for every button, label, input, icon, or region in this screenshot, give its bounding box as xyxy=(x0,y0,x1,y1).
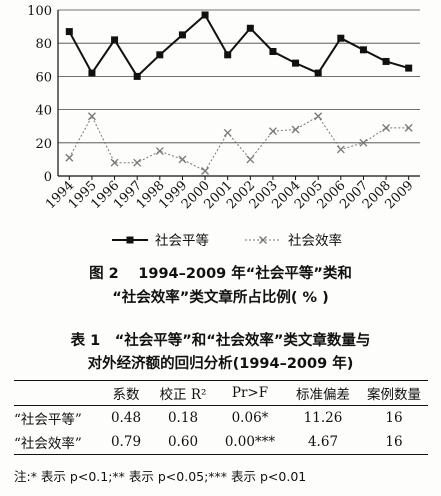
x-marker-stroke xyxy=(87,112,96,121)
y-tick-label: 60 xyxy=(35,70,52,85)
x-marker-stroke xyxy=(314,112,323,121)
y-tick-label: 80 xyxy=(35,37,52,52)
legend-item-social-efficiency: 社会效率 xyxy=(245,232,342,249)
data-point-square xyxy=(133,72,141,80)
series-lines xyxy=(68,13,409,172)
data-point-square xyxy=(111,36,119,44)
x-marker-stroke xyxy=(268,127,277,136)
data-point-square xyxy=(88,69,96,77)
data-point-x xyxy=(336,145,345,154)
x-marker-stroke xyxy=(382,123,391,132)
table-header-row: 系数 校正 R² Pr>F 标准偏差 案例数量 xyxy=(14,380,428,406)
header-cell: 校正 R² xyxy=(159,387,207,403)
table-cell: 0.18 xyxy=(167,410,199,426)
table-cell: 11.26 xyxy=(303,410,343,426)
legend-marker-square xyxy=(126,236,134,244)
data-point-square xyxy=(201,11,209,19)
table-cell: 16 xyxy=(385,434,403,450)
data-point-x xyxy=(246,155,255,164)
y-tick-label: 100 xyxy=(27,4,52,19)
x-tick-labels: 1994199519961997199819992000200120022003… xyxy=(43,178,416,212)
regression-table: 系数 校正 R² Pr>F 标准偏差 案例数量 “社会平等” 0.48 0.18… xyxy=(14,380,428,455)
y-tick-label: 20 xyxy=(35,137,52,152)
table-cell: 4.67 xyxy=(307,434,339,450)
legend-label: 社会效率 xyxy=(288,232,342,249)
data-point-x xyxy=(87,112,96,121)
data-point-x xyxy=(65,153,74,162)
data-point-square xyxy=(337,34,345,42)
table-cell: 0.06* xyxy=(231,410,269,426)
x-marker-stroke xyxy=(65,153,74,162)
table-cell: 0.79 xyxy=(110,434,142,450)
table-caption-line-1: 表 1 “社会平等”和“社会效率”类文章数量与 xyxy=(70,333,371,349)
table-cell: 0.60 xyxy=(167,434,199,450)
grid-lines xyxy=(58,9,420,144)
x-marker-stroke xyxy=(155,147,164,156)
table-row: “社会平等” 0.48 0.18 0.06* 11.26 16 xyxy=(14,406,428,431)
x-marker-stroke xyxy=(336,145,345,154)
header-cell: Pr>F xyxy=(231,385,269,401)
table-caption-line-2: 对外经济额的回归分析(1994–2009 年) xyxy=(87,356,354,372)
data-point-square xyxy=(382,57,390,65)
legend-marker-x xyxy=(259,236,267,244)
table-cell: “社会效率” xyxy=(14,436,82,452)
x-marker-stroke xyxy=(291,125,300,134)
data-point-square xyxy=(359,46,367,54)
header-cell xyxy=(14,381,100,406)
legend-item-social-equality: 社会平等 xyxy=(112,232,209,249)
data-point-x xyxy=(382,123,391,132)
data-point-x xyxy=(201,167,210,175)
table-note: 注:* 表示 p<0.1;** 表示 p<0.05;*** 表示 p<0.01 xyxy=(14,469,307,484)
axes xyxy=(57,10,420,180)
y-tick-label: 0 xyxy=(44,170,52,185)
data-point-square xyxy=(405,64,413,72)
series-line-social-efficiency xyxy=(68,115,409,172)
data-point-square xyxy=(224,51,232,59)
data-point-square xyxy=(314,69,322,77)
data-point-x xyxy=(359,138,368,147)
data-point-x xyxy=(110,158,119,167)
data-point-square xyxy=(292,59,300,67)
legend: 社会平等 社会效率 xyxy=(112,232,342,249)
header-cell: 系数 xyxy=(112,387,140,403)
data-point-square xyxy=(156,51,164,59)
x-marker-stroke xyxy=(246,155,255,164)
x-marker-stroke xyxy=(404,123,413,132)
data-point-x xyxy=(268,127,277,136)
line-chart: 0 20 40 60 80 100 199419951996199719981999200… xyxy=(27,4,420,249)
series-line-social-equality xyxy=(68,13,409,78)
x-marker-stroke xyxy=(223,128,232,137)
header-cell: 标准偏差 xyxy=(296,387,350,403)
data-point-x xyxy=(155,147,164,156)
y-tick-label: 40 xyxy=(35,104,52,119)
table-cell: 16 xyxy=(385,410,403,426)
header-cell: 案例数量 xyxy=(367,387,421,403)
table-cell: 0.48 xyxy=(110,410,142,426)
table-cell: “社会平等” xyxy=(14,412,82,428)
data-point-square xyxy=(178,31,186,39)
figure-caption-line-1: 图 2 1994–2009 年“社会平等”类和 xyxy=(89,266,352,282)
data-point-x xyxy=(133,158,142,167)
legend-label: 社会平等 xyxy=(155,232,209,249)
figure-caption-line-2: “社会效率”类文章所占比例( % ) xyxy=(112,290,329,306)
x-marker-stroke xyxy=(110,158,119,167)
table-cell: 0.00*** xyxy=(224,434,276,450)
data-point-square xyxy=(65,28,73,36)
x-marker-stroke xyxy=(201,167,210,175)
data-point-square xyxy=(246,24,254,32)
x-marker-stroke xyxy=(359,138,368,147)
x-marker-stroke xyxy=(178,155,187,164)
data-point-x xyxy=(223,128,232,137)
data-point-x xyxy=(178,155,187,164)
table-row: “社会效率” 0.79 0.60 0.00*** 4.67 16 xyxy=(14,430,428,455)
y-tick-labels: 0 20 40 60 80 100 xyxy=(27,4,52,185)
data-point-x xyxy=(291,125,300,134)
data-point-square xyxy=(269,48,277,55)
x-marker-stroke xyxy=(133,158,142,167)
series-markers xyxy=(65,11,413,175)
data-point-x xyxy=(404,123,413,132)
data-point-x xyxy=(314,112,323,121)
